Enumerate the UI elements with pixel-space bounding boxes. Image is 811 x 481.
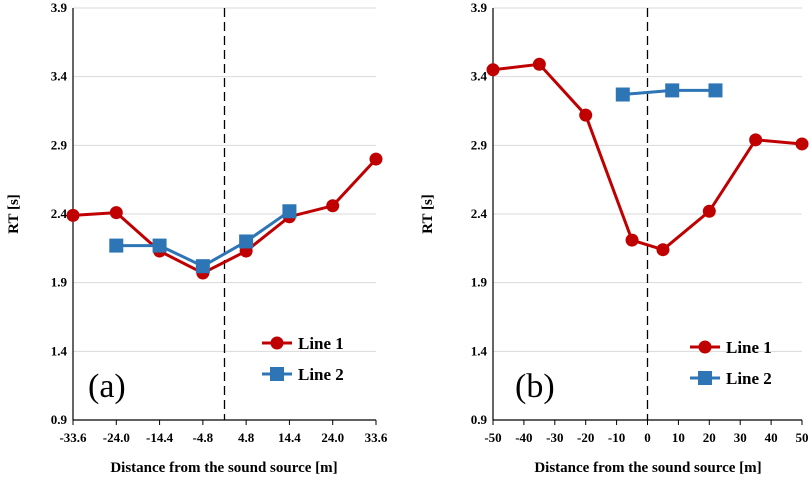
y-tick-label: 2.9 [51, 137, 68, 152]
y-tick-label: 1.9 [471, 275, 488, 290]
y-tick-label: 0.9 [51, 412, 68, 427]
data-point [625, 233, 639, 247]
legend-marker [270, 367, 284, 381]
chart-panel-b: 0.9 1.4 1.9 2.4 2.9 3.4 3.9 -50 -40 -30 -20 -10 0 10 2… [420, 0, 809, 476]
x-tick-label: 33.6 [365, 430, 388, 445]
x-axis-title: Distance from the sound source [m] [110, 460, 337, 476]
y-tick-label: 3.9 [51, 0, 68, 15]
series-1 [66, 152, 383, 280]
data-point [579, 108, 593, 122]
x-tick-label: 10 [672, 430, 685, 445]
data-point [369, 152, 383, 166]
data-point [749, 133, 763, 147]
x-tick-label: 50 [796, 430, 809, 445]
legend: Line 1 Line 2 [690, 338, 772, 388]
data-point [239, 234, 254, 249]
x-tick-label: 14.4 [278, 430, 301, 445]
y-tick-label: 3.4 [471, 69, 488, 84]
legend-marker [698, 340, 712, 354]
data-point [109, 206, 123, 220]
data-point [702, 204, 716, 218]
legend-marker [270, 336, 284, 350]
y-tick-label: 2.9 [471, 137, 488, 152]
y-tick-label: 3.9 [471, 0, 488, 15]
data-point [708, 83, 723, 98]
data-point [486, 63, 500, 77]
series-line [492, 62, 803, 252]
series-1 [486, 57, 809, 257]
x-tick-label: -20 [577, 430, 594, 445]
x-tick-label: -33.6 [59, 430, 87, 445]
panel-label: (b) [515, 368, 555, 405]
legend-marker [698, 371, 712, 385]
data-point [282, 204, 297, 219]
x-tick-label: -14.4 [146, 430, 174, 445]
x-tick-label: 30 [734, 430, 747, 445]
y-tick-label: 1.9 [51, 275, 68, 290]
chart-panel-a: 0.9 1.4 1.9 2.4 2.9 3.4 3.9 -33.6 -24.0 -14.4 -4.8… [6, 0, 388, 476]
data-point [109, 238, 124, 253]
x-tick-label: 20 [703, 430, 716, 445]
data-point [656, 243, 670, 257]
panel-label: (a) [88, 368, 126, 405]
y-tick-label: 0.9 [471, 412, 488, 427]
x-tick-label: -10 [608, 430, 625, 445]
x-tick-label: -50 [484, 430, 501, 445]
x-tick-label: 24.0 [321, 430, 344, 445]
y-tick-label: 1.4 [471, 343, 488, 358]
data-point [195, 259, 210, 274]
data-point [532, 57, 546, 71]
y-axis-title: RT [s] [6, 194, 22, 234]
y-axis-title: RT [s] [420, 194, 436, 234]
legend: Line 1 Line 2 [262, 334, 344, 384]
legend-label: Line 1 [726, 338, 772, 357]
legend-label: Line 2 [298, 365, 344, 384]
x-tick-label: -24.0 [103, 430, 130, 445]
data-point [326, 199, 340, 213]
series-line [72, 158, 378, 275]
data-point [615, 87, 630, 102]
series-2 [109, 204, 297, 274]
data-point [795, 137, 809, 151]
y-tick-label: 2.4 [471, 206, 488, 221]
x-tick-label: 0 [644, 430, 651, 445]
data-point [66, 208, 80, 222]
legend-label: Line 2 [726, 369, 772, 388]
y-tick-label: 2.4 [51, 206, 68, 221]
x-tick-label: 40 [765, 430, 778, 445]
x-tick-label: 4.8 [238, 430, 255, 445]
x-tick-label: -40 [515, 430, 532, 445]
x-axis-title: Distance from the sound source [m] [534, 460, 761, 476]
y-tick-label: 3.4 [51, 69, 68, 84]
x-tick-label: -30 [546, 430, 563, 445]
x-tick-label: -4.8 [193, 430, 214, 445]
series-2 [615, 83, 723, 102]
data-point [152, 238, 167, 253]
legend-label: Line 1 [298, 334, 344, 353]
y-tick-label: 1.4 [51, 343, 68, 358]
data-point [665, 83, 680, 98]
